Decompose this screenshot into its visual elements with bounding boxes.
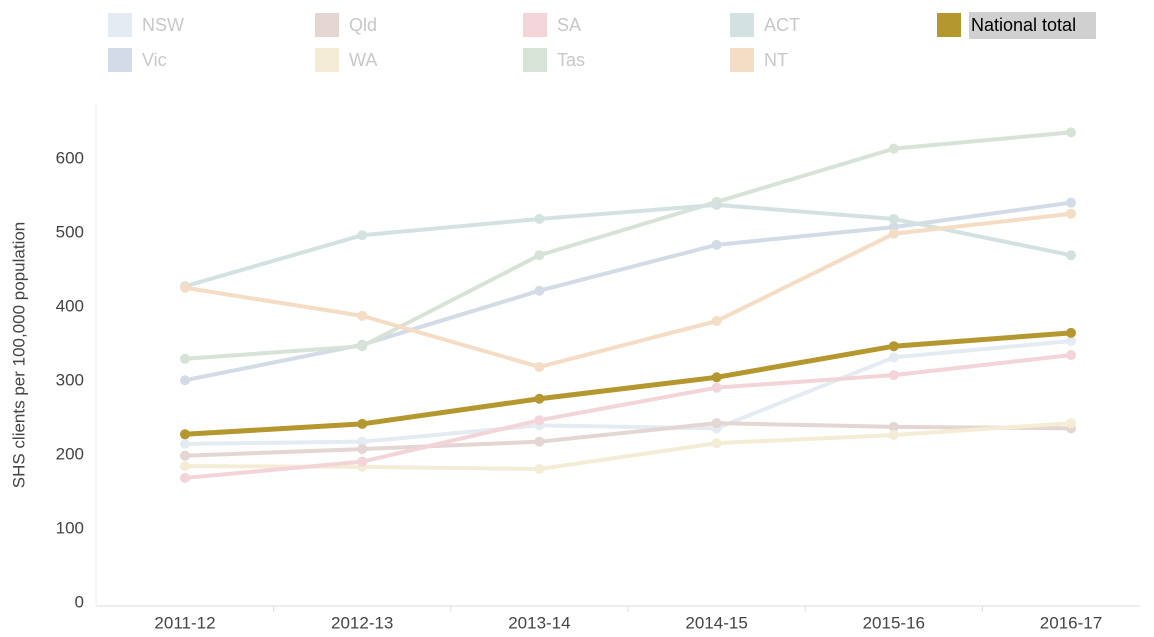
point: [1066, 250, 1076, 261]
point: [1066, 418, 1076, 429]
line: [184, 202, 1072, 289]
point: [180, 438, 190, 449]
point: [534, 464, 545, 475]
point: [888, 430, 899, 441]
point: [888, 143, 899, 154]
point: [357, 418, 368, 429]
point: [711, 372, 722, 383]
point: [888, 370, 899, 381]
legend-swatch[interactable]: [315, 13, 339, 37]
point: [888, 352, 899, 363]
point: [180, 429, 190, 440]
point: [888, 421, 899, 432]
x-tick-label: 2011-12: [154, 613, 215, 632]
legend-swatch[interactable]: [730, 48, 754, 72]
x-tick-label: 2013-14: [508, 613, 570, 632]
legend-swatch[interactable]: [523, 48, 547, 72]
point: [711, 316, 722, 327]
legend-label[interactable]: Qld: [349, 15, 377, 35]
point: [711, 239, 722, 250]
legend-swatch[interactable]: [523, 13, 547, 37]
legend-label[interactable]: Tas: [557, 50, 585, 70]
y-axis-label: SHS clients per 100,000 population: [9, 222, 28, 489]
point: [534, 250, 545, 261]
legend-label[interactable]: NT: [764, 50, 788, 70]
point: [711, 418, 722, 429]
line: [184, 421, 1072, 472]
point: [180, 375, 190, 386]
line: [184, 339, 1072, 446]
line: [184, 211, 1072, 370]
legend-highlight[interactable]: [969, 12, 1096, 39]
point: [1066, 208, 1076, 219]
point: [888, 341, 899, 352]
legend-swatch[interactable]: [730, 13, 754, 37]
legend-label[interactable]: NSW: [142, 15, 184, 35]
legend-label[interactable]: ACT: [764, 15, 800, 35]
x-tick-label: 2012-13: [331, 613, 393, 632]
legend-swatch[interactable]: [937, 13, 961, 37]
y-tick-label: 100: [56, 518, 84, 537]
point: [180, 353, 190, 364]
x-tick-label: 2016-17: [1040, 613, 1102, 632]
point: [534, 213, 545, 224]
legend-swatch[interactable]: [315, 48, 339, 72]
line: [184, 130, 1072, 361]
legend-label[interactable]: National total: [971, 15, 1076, 35]
y-tick-label: 200: [56, 444, 84, 463]
point: [534, 361, 545, 372]
point: [888, 213, 899, 224]
point: [711, 382, 722, 393]
legend-swatch[interactable]: [108, 48, 132, 72]
y-tick-label: 0: [75, 592, 84, 611]
y-tick-label: 600: [56, 148, 84, 167]
point: [180, 450, 190, 461]
x-tick-label: 2014-15: [685, 613, 747, 632]
point: [534, 436, 545, 447]
y-tick-label: 300: [56, 370, 84, 389]
point: [180, 472, 190, 483]
legend-label[interactable]: WA: [349, 50, 377, 70]
point: [357, 310, 368, 321]
line: [184, 330, 1072, 437]
point: [357, 341, 368, 352]
point: [711, 438, 722, 449]
point: [357, 230, 368, 241]
y-tick-label: 500: [56, 222, 84, 241]
point: [357, 436, 368, 447]
point: [180, 461, 190, 472]
y-tick-label: 400: [56, 296, 84, 315]
point: [1066, 197, 1076, 208]
point: [534, 415, 545, 426]
point: [534, 393, 545, 404]
legend-swatch[interactable]: [108, 13, 132, 37]
line: [184, 421, 1072, 458]
point: [1066, 350, 1076, 361]
legend-label[interactable]: Vic: [142, 50, 167, 70]
x-tick-label: 2015-16: [863, 613, 925, 632]
point: [1066, 336, 1076, 347]
point: [357, 456, 368, 467]
point: [711, 199, 722, 210]
legend-label[interactable]: SA: [557, 15, 581, 35]
point: [1066, 127, 1076, 138]
point: [888, 228, 899, 239]
point: [534, 285, 545, 296]
point: [180, 282, 190, 293]
line: [184, 353, 1072, 480]
point: [1066, 327, 1076, 338]
point: [357, 444, 368, 455]
